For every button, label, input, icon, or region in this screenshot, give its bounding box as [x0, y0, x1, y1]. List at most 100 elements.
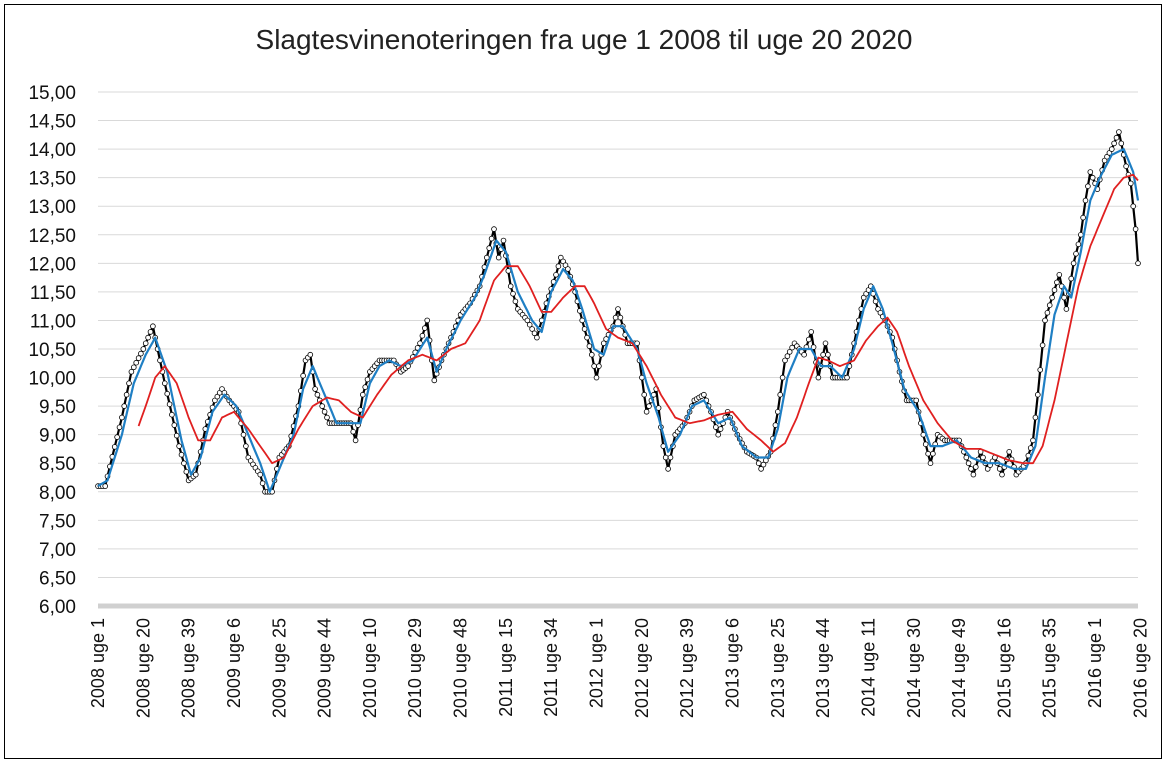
data-point	[183, 468, 190, 475]
x-tick-label: 2008 uge 20	[133, 618, 153, 718]
x-tick-label: 2015 uge 16	[994, 618, 1014, 718]
data-point	[116, 424, 123, 431]
data-point	[1082, 197, 1089, 204]
y-tick-label: 8,00	[39, 483, 76, 504]
data-point	[579, 317, 585, 324]
data-point	[1039, 342, 1046, 349]
data-point	[1035, 391, 1041, 398]
data-point	[359, 391, 366, 398]
chart-title: Slagtesvinenoteringen fra uge 1 2008 til…	[255, 24, 913, 55]
data-point	[1135, 260, 1141, 267]
data-point	[1027, 445, 1034, 451]
data-point	[240, 431, 247, 438]
x-tick-label: 2016 uge 20	[1130, 618, 1150, 718]
data-point	[600, 340, 607, 347]
data-point	[980, 454, 986, 461]
x-tick-label: 2012 uge 39	[677, 618, 697, 718]
data-point	[173, 432, 180, 439]
data-point	[164, 390, 171, 397]
data-point	[133, 359, 140, 366]
data-point	[181, 460, 187, 467]
data-point	[312, 386, 318, 392]
data-point	[822, 340, 829, 347]
data-point	[584, 334, 590, 341]
data-point	[507, 283, 514, 290]
data-point	[362, 384, 369, 390]
y-tick-label: 12,50	[28, 226, 76, 247]
data-point	[1085, 183, 1091, 190]
data-point	[524, 317, 531, 324]
y-tick-label: 9,00	[39, 426, 76, 447]
data-point	[1113, 134, 1120, 141]
data-point	[114, 434, 120, 440]
data-point	[321, 408, 328, 415]
data-point	[491, 226, 497, 232]
data-point	[1061, 294, 1067, 301]
data-point	[1070, 260, 1077, 267]
data-point	[701, 391, 707, 398]
x-tick-label: 2008 uge 39	[179, 618, 199, 718]
data-point	[495, 254, 502, 261]
data-point	[588, 351, 595, 358]
data-point	[1046, 302, 1053, 309]
x-tick-label: 2008 uge 1	[88, 618, 108, 708]
y-tick-label: 14,00	[28, 140, 76, 161]
x-tick-label: 2011 uge 34	[541, 618, 561, 717]
data-point	[1068, 275, 1074, 282]
data-point	[786, 349, 793, 355]
data-point	[963, 454, 970, 461]
data-point	[553, 271, 559, 278]
y-tick-label: 10,50	[28, 340, 76, 361]
data-point	[1073, 251, 1079, 257]
data-point	[972, 464, 979, 470]
data-point	[166, 401, 173, 408]
data-point	[138, 350, 144, 357]
x-tick-label: 2016 uge 1	[1085, 618, 1105, 708]
data-point	[500, 237, 507, 244]
data-point	[1123, 163, 1129, 170]
data-point	[1030, 437, 1036, 444]
data-point	[531, 330, 538, 337]
data-point	[925, 450, 931, 457]
data-point	[140, 346, 147, 352]
y-tick-label: 7,50	[39, 511, 76, 532]
x-tick-label: 2010 uge 10	[360, 618, 380, 718]
x-tick-label: 2014 uge 11	[858, 618, 878, 717]
data-point	[1087, 169, 1094, 175]
data-point	[617, 314, 624, 321]
data-point	[844, 374, 850, 381]
data-point	[996, 466, 1003, 472]
data-point	[930, 450, 936, 457]
data-point	[779, 374, 786, 381]
data-point	[1132, 226, 1139, 232]
data-point	[145, 334, 151, 341]
data-point	[357, 407, 364, 413]
y-tick-label: 11,50	[30, 283, 76, 304]
data-point	[789, 344, 795, 351]
data-point	[128, 368, 135, 375]
data-point	[324, 414, 330, 421]
data-point	[307, 351, 314, 358]
data-point	[591, 363, 597, 369]
data-point	[176, 443, 182, 449]
y-tick-label: 6,00	[39, 597, 76, 618]
data-point	[1089, 174, 1096, 181]
data-point	[825, 351, 831, 358]
data-point	[927, 460, 934, 467]
data-point	[758, 466, 764, 472]
y-tick-label: 13,50	[28, 169, 76, 190]
y-tick-label: 8,50	[39, 454, 76, 475]
data-point	[171, 422, 178, 428]
data-point	[1111, 140, 1117, 147]
y-axis-labels: 6,00 6,50 7,00 7,50 8,00 8,50 9,00 9,50 10,00 10,…	[28, 83, 76, 618]
x-tick-label: 2009 uge 44	[315, 618, 335, 718]
x-tick-label: 2009 uge 25	[269, 618, 289, 718]
x-tick-label: 2012 uge 1	[587, 618, 607, 708]
x-tick-label: 2010 uge 48	[451, 618, 471, 718]
x-tick-label: 2013 uge 44	[813, 618, 833, 718]
data-point	[486, 245, 493, 251]
data-point	[142, 340, 149, 347]
data-point	[419, 332, 426, 339]
data-point	[131, 364, 137, 371]
